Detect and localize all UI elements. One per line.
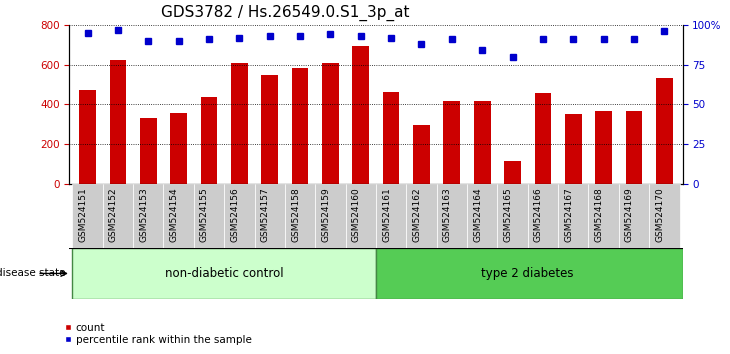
Bar [376, 184, 407, 248]
Bar [322, 63, 339, 184]
Text: non-diabetic control: non-diabetic control [165, 267, 283, 280]
Bar [437, 184, 467, 248]
Text: GSM524163: GSM524163 [443, 187, 452, 242]
Text: GSM524166: GSM524166 [534, 187, 543, 242]
Bar [80, 91, 96, 184]
Bar [110, 59, 126, 184]
Bar [72, 184, 103, 248]
Bar [588, 184, 619, 248]
Bar [261, 75, 278, 184]
Text: GSM524167: GSM524167 [564, 187, 573, 242]
Bar [224, 184, 255, 248]
Text: GSM524169: GSM524169 [625, 187, 634, 242]
Text: GSM524165: GSM524165 [504, 187, 512, 242]
Bar [193, 184, 224, 248]
Text: type 2 diabetes: type 2 diabetes [482, 267, 574, 280]
Bar [170, 113, 187, 184]
Bar [133, 184, 164, 248]
Text: GSM524154: GSM524154 [169, 187, 179, 242]
Bar [201, 97, 218, 184]
Text: GSM524157: GSM524157 [261, 187, 269, 242]
Bar [497, 184, 528, 248]
Text: GSM524162: GSM524162 [412, 187, 421, 242]
Legend: count, percentile rank within the sample: count, percentile rank within the sample [60, 318, 255, 349]
Bar [407, 184, 437, 248]
Bar [376, 248, 683, 299]
Bar [353, 46, 369, 184]
Bar [474, 102, 491, 184]
Text: GSM524161: GSM524161 [382, 187, 391, 242]
Bar [528, 184, 558, 248]
Bar [315, 184, 345, 248]
Bar [255, 184, 285, 248]
Text: GSM524160: GSM524160 [352, 187, 361, 242]
Text: GSM524151: GSM524151 [79, 187, 88, 242]
Text: GSM524170: GSM524170 [656, 187, 664, 242]
Text: GSM524155: GSM524155 [200, 187, 209, 242]
Bar [140, 118, 157, 184]
Bar [72, 248, 376, 299]
Bar [103, 184, 133, 248]
Text: GSM524153: GSM524153 [139, 187, 148, 242]
Text: GSM524152: GSM524152 [109, 187, 118, 242]
Bar [444, 102, 460, 184]
Text: GSM524164: GSM524164 [473, 187, 483, 242]
Bar [558, 184, 588, 248]
Bar [619, 184, 649, 248]
Text: GSM524158: GSM524158 [291, 187, 300, 242]
Bar [285, 184, 315, 248]
Text: GSM524156: GSM524156 [231, 187, 239, 242]
Bar [383, 92, 399, 184]
Bar [413, 125, 430, 184]
Bar [534, 93, 551, 184]
Bar [626, 112, 642, 184]
Bar [231, 63, 247, 184]
Text: GSM524159: GSM524159 [321, 187, 331, 242]
Bar [164, 184, 193, 248]
Bar [345, 184, 376, 248]
Bar [504, 161, 521, 184]
Bar [467, 184, 497, 248]
Bar [649, 184, 680, 248]
Bar [292, 68, 308, 184]
Text: GSM524168: GSM524168 [595, 187, 604, 242]
Bar [565, 114, 582, 184]
Bar [656, 78, 672, 184]
Text: GDS3782 / Hs.26549.0.S1_3p_at: GDS3782 / Hs.26549.0.S1_3p_at [161, 5, 410, 21]
Text: disease state: disease state [0, 268, 66, 279]
Bar [595, 112, 612, 184]
